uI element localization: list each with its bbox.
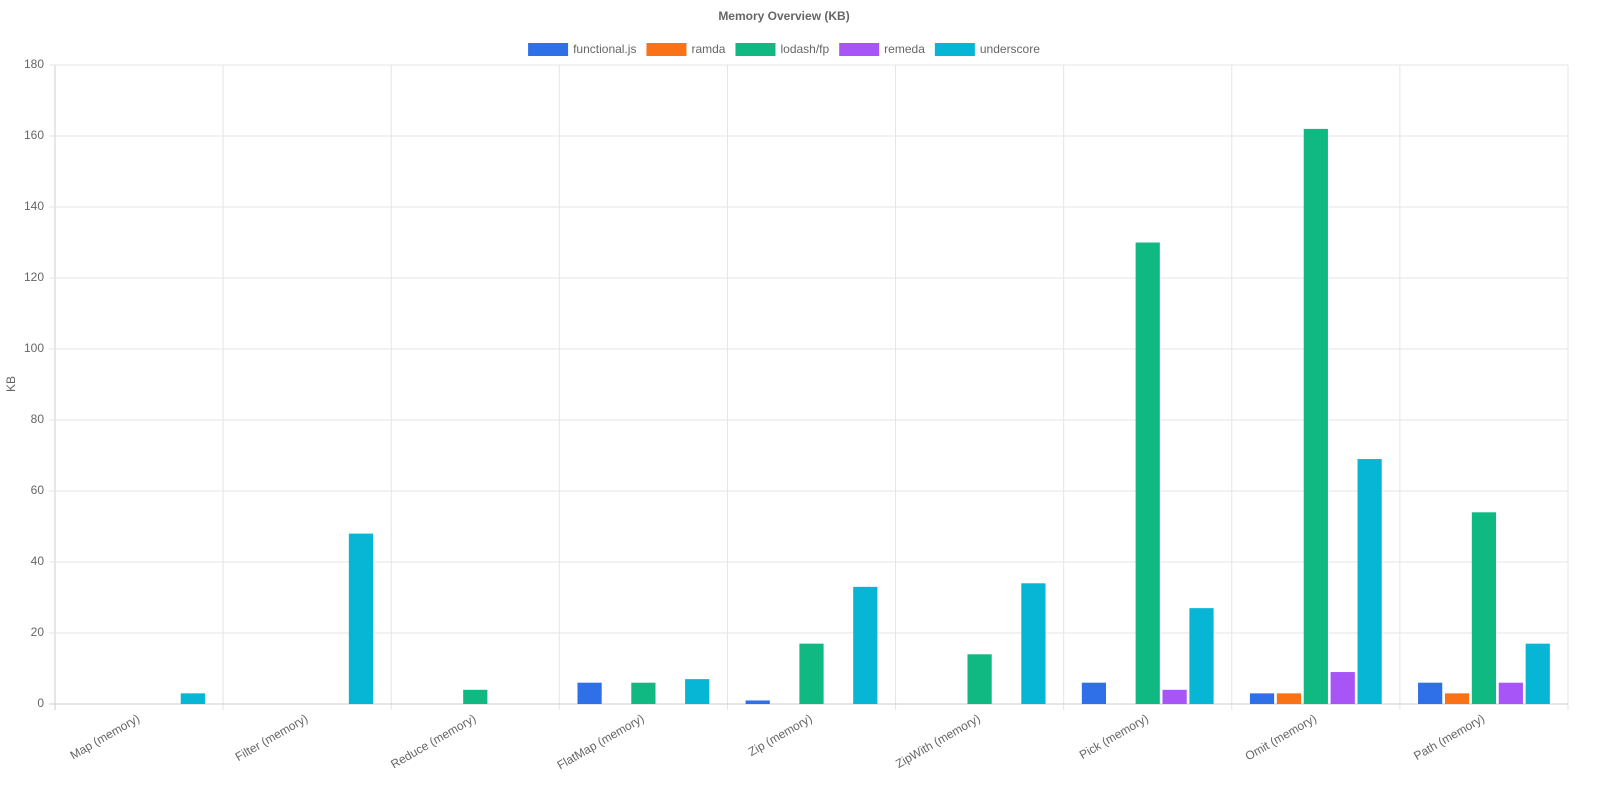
bar: [1249, 693, 1275, 704]
legend: functional.js ramda lodash/fp remeda undersc…: [528, 42, 1040, 56]
legend-swatch: [735, 43, 776, 56]
y-tick-label: 180: [24, 57, 44, 71]
bar: [1021, 583, 1046, 704]
y-tick-label: 160: [24, 128, 44, 142]
legend-swatch: [839, 43, 880, 56]
y-axis-title: KB: [4, 376, 18, 392]
bar: [1444, 693, 1470, 704]
bar: [463, 689, 488, 704]
x-tick-label: Map (memory): [68, 711, 143, 762]
chart-title: Memory Overview (KB): [718, 9, 849, 23]
x-tick-label: Filter (memory): [233, 711, 310, 764]
x-tick-label: Pick (memory): [1077, 711, 1151, 762]
y-tick-label: 0: [37, 696, 44, 710]
legend-swatch: [934, 43, 975, 56]
bar: [631, 682, 656, 704]
legend-label: functional.js: [573, 42, 636, 56]
bar: [1525, 643, 1550, 704]
y-tick-label: 80: [31, 412, 45, 426]
bar: [1330, 672, 1355, 704]
legend-swatch: [646, 43, 687, 56]
legend-label: lodash/fp: [780, 42, 829, 56]
y-tick-label: 140: [24, 199, 44, 213]
bar: [577, 682, 602, 704]
legend-label: remeda: [884, 42, 925, 56]
bar: [1418, 682, 1443, 704]
x-tick-label: Path (memory): [1411, 711, 1487, 763]
bar: [348, 533, 374, 704]
bar: [1276, 693, 1302, 704]
bar: [1471, 512, 1497, 704]
bar: [799, 643, 824, 704]
x-tick-label: FlatMap (memory): [555, 711, 647, 772]
bar: [180, 693, 205, 704]
bar: [1357, 459, 1382, 704]
bar: [1189, 608, 1214, 704]
legend-swatch: [528, 43, 569, 56]
bar: [745, 700, 770, 704]
y-tick-label: 60: [31, 483, 45, 497]
bar: [1135, 242, 1160, 704]
y-tick-label: 120: [24, 270, 44, 284]
bar: [853, 586, 878, 704]
legend-label: underscore: [980, 42, 1040, 56]
x-tick-label: Zip (memory): [746, 711, 815, 759]
bar: [1162, 689, 1187, 704]
bar: [1498, 682, 1523, 704]
bar: [967, 654, 992, 704]
x-tick-label: Omit (memory): [1243, 711, 1319, 763]
x-tick-label: Reduce (memory): [388, 711, 478, 771]
bar: [685, 679, 710, 704]
y-tick-label: 20: [31, 625, 45, 639]
y-tick-label: 100: [24, 341, 44, 355]
bar: [1081, 682, 1107, 704]
legend-label: ramda: [691, 42, 725, 56]
bar: [1303, 128, 1328, 704]
y-tick-label: 40: [31, 554, 45, 568]
x-tick-label: ZipWith (memory): [893, 711, 983, 771]
